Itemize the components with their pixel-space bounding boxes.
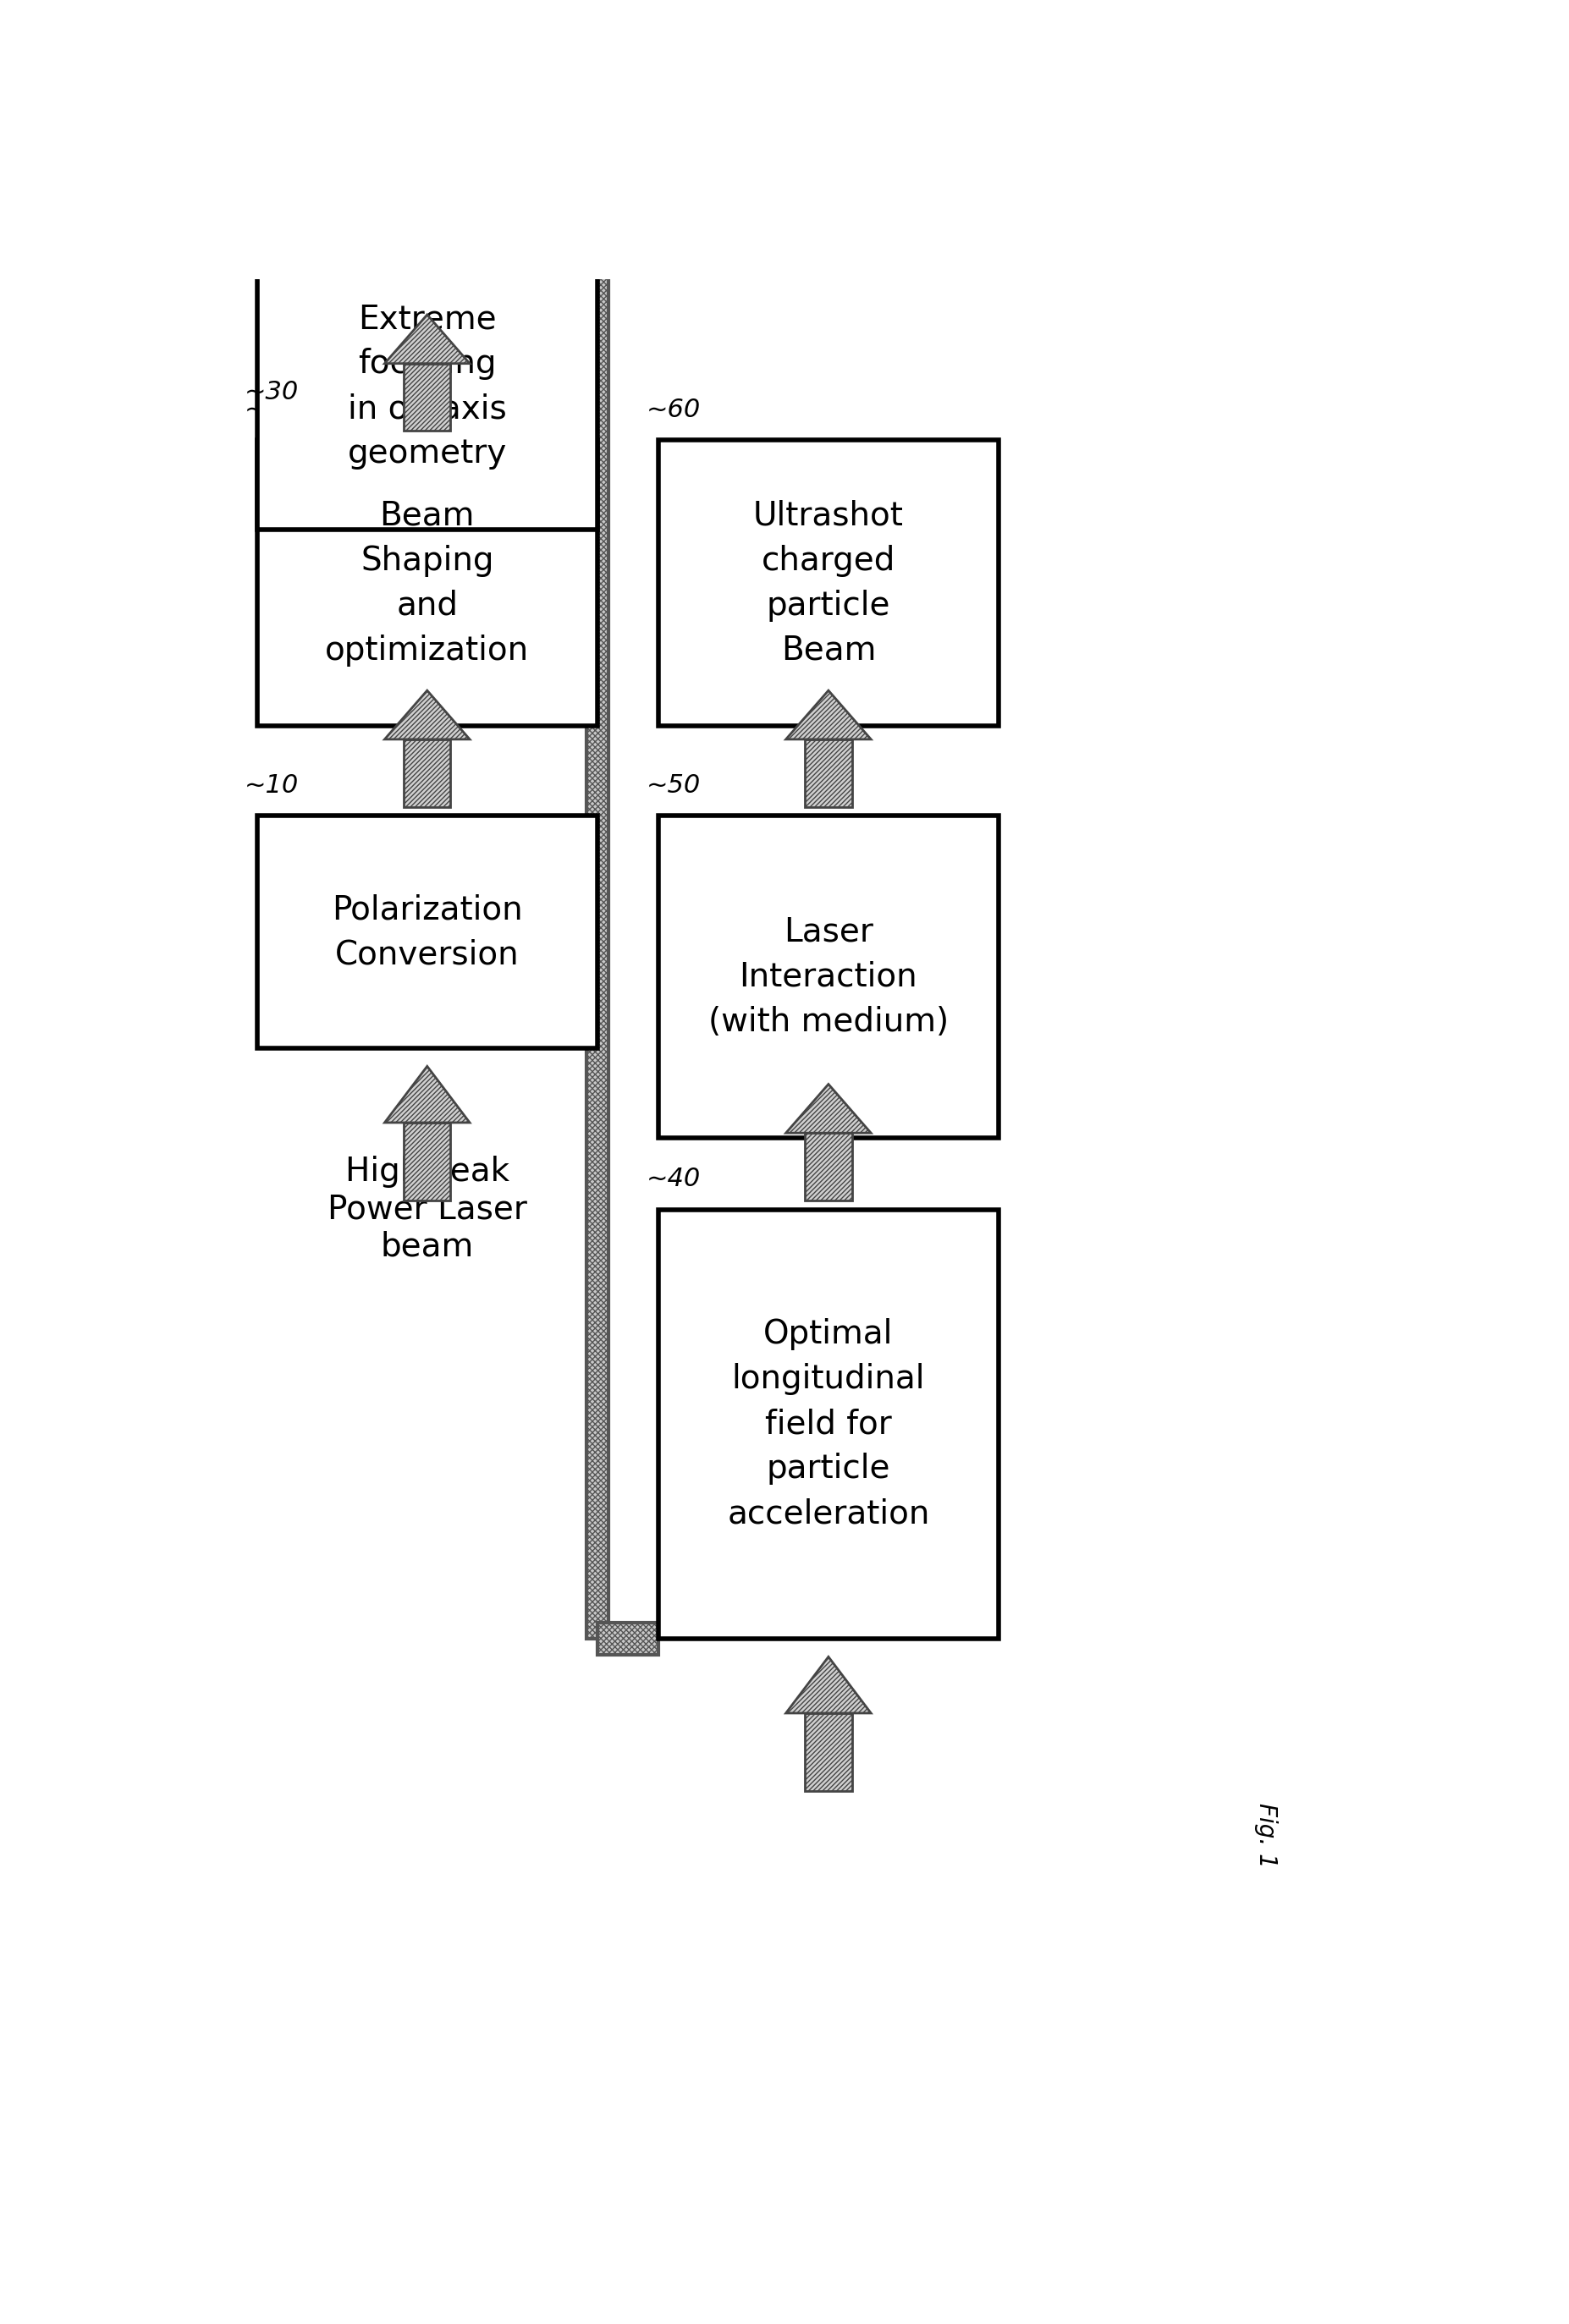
Polygon shape xyxy=(384,690,469,739)
Bar xyxy=(403,739,450,806)
Text: ~50: ~50 xyxy=(646,774,700,797)
Bar xyxy=(805,1134,852,1202)
Bar xyxy=(805,1713,852,1792)
Polygon shape xyxy=(786,1657,871,1713)
Text: ~30: ~30 xyxy=(245,379,300,404)
Bar xyxy=(659,439,999,725)
Bar xyxy=(257,439,598,725)
Text: Laser
Interaction
(with medium): Laser Interaction (with medium) xyxy=(708,916,949,1039)
Bar xyxy=(257,816,598,1048)
Text: Optimal
longitudinal
field for
particle
acceleration: Optimal longitudinal field for particle … xyxy=(726,1318,930,1529)
Text: Ultrashot
charged
particle
Beam: Ultrashot charged particle Beam xyxy=(753,500,904,667)
Text: ~10: ~10 xyxy=(245,774,300,797)
Text: High Peak
Power Laser
beam: High Peak Power Laser beam xyxy=(328,1155,527,1262)
Polygon shape xyxy=(786,1083,871,1134)
Polygon shape xyxy=(384,314,469,363)
Text: Fig. 1: Fig. 1 xyxy=(1254,1803,1279,1868)
Text: Polarization
Conversion: Polarization Conversion xyxy=(331,892,522,971)
Bar xyxy=(805,739,852,806)
Text: Beam
Shaping
and
optimization: Beam Shaping and optimization xyxy=(325,500,529,667)
Text: Extreme
focusing
in on-axis
geometry: Extreme focusing in on-axis geometry xyxy=(347,302,507,469)
Bar xyxy=(403,1122,450,1202)
Bar xyxy=(257,244,598,530)
Bar xyxy=(598,1622,659,1655)
Text: ~60: ~60 xyxy=(646,397,700,423)
Polygon shape xyxy=(384,1067,469,1122)
Bar xyxy=(659,1208,999,1638)
Polygon shape xyxy=(786,690,871,739)
Text: ~40: ~40 xyxy=(646,1167,700,1192)
Bar xyxy=(659,816,999,1139)
Bar xyxy=(587,244,609,1638)
Bar xyxy=(403,363,450,430)
Text: ~20: ~20 xyxy=(245,397,300,423)
